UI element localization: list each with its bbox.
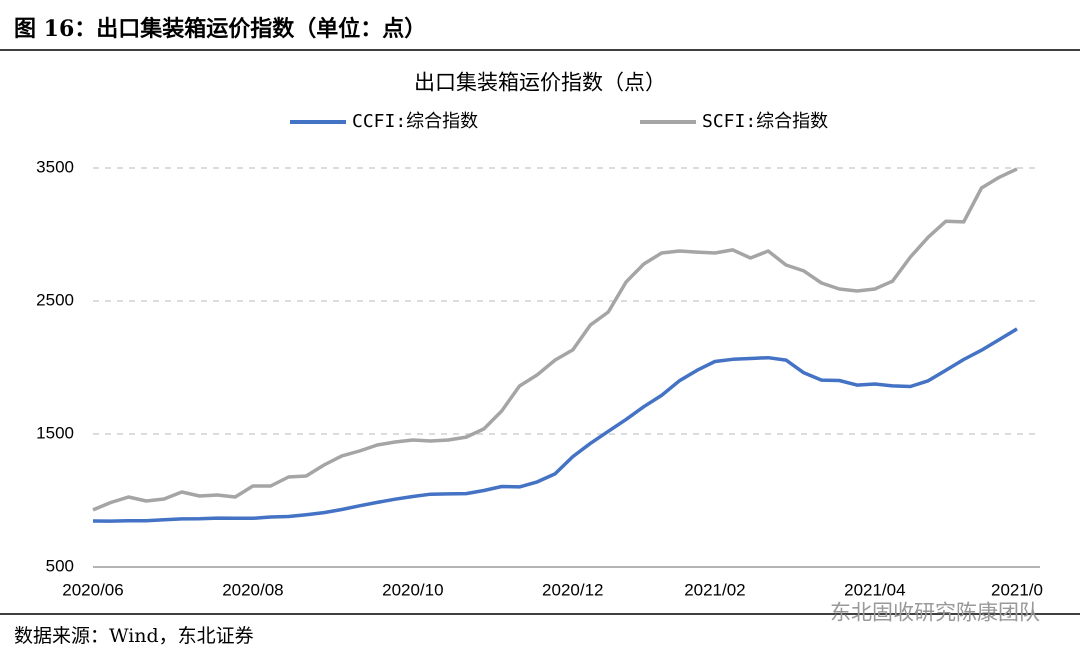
x-tick-label: 2021/02 (684, 580, 745, 599)
plot: 500 1500 2500 3500 2020/06 2020/08 2020/10 2020… (36, 111, 1043, 599)
legend-label: CCFI:综合指数 (352, 111, 478, 132)
y-tick-label: 1500 (36, 423, 74, 442)
x-tick-label: 2020/08 (222, 580, 283, 599)
x-tick-label: 2020/10 (382, 580, 443, 599)
series-line (92, 167, 1018, 512)
y-tick-label: 3500 (36, 157, 74, 176)
chart-title: 出口集装箱运价指数（点） (414, 71, 666, 95)
watermark: 东北固收研究陈康团队 (830, 601, 1040, 625)
x-tick-label: 2020/06 (62, 580, 123, 599)
y-tick-label: 500 (46, 556, 74, 575)
x-tick-label: 2021/04 (844, 580, 905, 599)
x-tick-label: 2020/12 (542, 580, 603, 599)
legend-label: SCFI:综合指数 (702, 111, 828, 132)
series-line (92, 327, 1018, 523)
figure-title: 图 16：出口集装箱运价指数（单位：点） (14, 16, 426, 42)
y-tick-label: 2500 (36, 290, 74, 309)
source: 数据来源：Wind，东北证券 (14, 625, 254, 647)
x-tick-label: 2021/0 (991, 580, 1043, 599)
